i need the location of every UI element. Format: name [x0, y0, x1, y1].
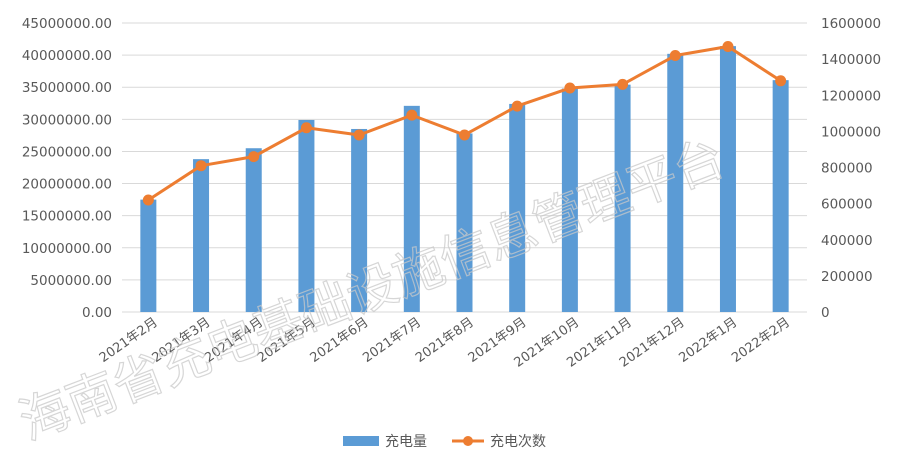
x-tick-label: 2022年2月: [729, 315, 793, 366]
bar: [193, 159, 210, 312]
line-point: [722, 40, 734, 52]
left-tick-label: 30000000.00: [22, 112, 112, 128]
right-tick-label: 1400000: [821, 52, 881, 68]
left-tick-label: 40000000.00: [22, 48, 112, 64]
line-point: [353, 129, 365, 141]
x-tick-label: 2021年8月: [413, 315, 477, 366]
legend-swatch-marker: [463, 436, 473, 446]
line-point: [775, 75, 787, 87]
x-tick-label: 2021年7月: [360, 315, 424, 366]
legend-label: 充电量: [385, 434, 427, 450]
right-tick-label: 1200000: [821, 88, 881, 104]
bar: [456, 133, 473, 312]
line-point: [564, 82, 576, 94]
bar: [140, 199, 157, 312]
right-tick-label: 200000: [821, 269, 873, 285]
bar: [772, 80, 789, 312]
line-series-charge-count: [142, 40, 787, 206]
right-tick-label: 1000000: [821, 124, 881, 140]
bar: [245, 148, 262, 312]
legend-label: 充电次数: [490, 434, 546, 450]
line-point: [248, 151, 260, 163]
left-tick-label: 20000000.00: [22, 177, 112, 193]
left-tick-label: 35000000.00: [22, 80, 112, 96]
bar: [614, 84, 631, 312]
left-tick-label: 15000000.00: [22, 209, 112, 225]
bar: [403, 105, 420, 312]
bar: [351, 128, 368, 312]
right-tick-label: 600000: [821, 197, 873, 213]
left-tick-label: 10000000.00: [22, 241, 112, 257]
line-point: [511, 100, 523, 112]
left-tick-label: 0.00: [82, 305, 112, 321]
left-tick-label: 25000000.00: [22, 144, 112, 160]
bar: [509, 103, 526, 312]
left-tick-label: 45000000.00: [22, 16, 112, 32]
legend-swatch-bar: [343, 436, 379, 446]
right-tick-label: 0: [821, 305, 830, 321]
line-point: [617, 78, 629, 90]
line-point: [300, 122, 312, 134]
bar: [667, 53, 684, 313]
bar: [298, 119, 315, 312]
line-point: [406, 109, 418, 121]
line-point: [669, 50, 681, 62]
right-y-axis: 0 200000 400000 600000 800000 1000000 1200000 1…: [821, 16, 881, 321]
right-tick-label: 400000: [821, 233, 873, 249]
line-point: [195, 160, 207, 172]
left-tick-label: 5000000.00: [30, 273, 112, 289]
bar-series-charge-amount: [140, 46, 789, 313]
right-tick-label: 800000: [821, 161, 873, 177]
right-tick-label: 1600000: [821, 16, 881, 32]
x-tick-label: 2022年1月: [676, 315, 740, 366]
line-point: [142, 194, 154, 206]
left-y-axis: 0.00 5000000.00 10000000.00 15000000.00 2000…: [22, 16, 112, 321]
bar: [719, 46, 736, 313]
bar: [561, 88, 578, 312]
line-point: [459, 129, 470, 141]
legend: 充电量 充电次数: [343, 434, 546, 450]
